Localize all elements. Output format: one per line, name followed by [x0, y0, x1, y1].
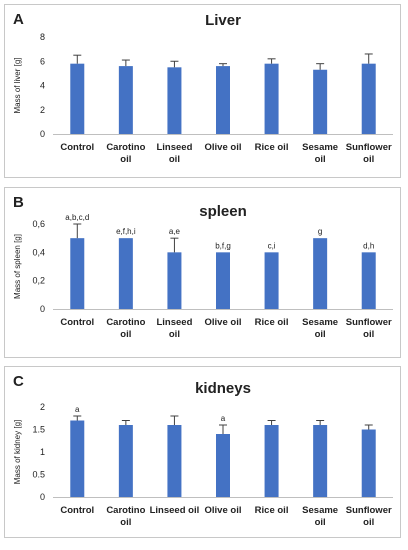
x-tick-label: Linseed [156, 317, 192, 328]
bar-liver-4 [264, 63, 279, 134]
significance-label: e,f,h,i [116, 227, 136, 236]
significance-label: a,e [169, 227, 181, 236]
y-tick-label: 1.5 [32, 425, 45, 435]
x-tick-label: Linseed oil [150, 505, 200, 516]
x-tick-label: oil [120, 154, 131, 165]
x-tick-label: Rice oil [255, 505, 289, 516]
x-tick-label: Rice oil [255, 142, 289, 153]
significance-label: a [221, 414, 226, 423]
x-tick-label: oil [315, 154, 326, 165]
significance-label: a,b,c,d [65, 213, 89, 222]
bar-spleen-1 [118, 238, 133, 309]
bar-spleen-4 [264, 252, 279, 309]
bar-liver-3 [216, 66, 230, 134]
bar-kidneys-0 [70, 420, 85, 497]
bar-kidneys-1 [118, 425, 133, 497]
x-tick-label: oil [169, 154, 180, 165]
x-tick-label: Sesame [302, 317, 338, 328]
y-tick-label: 0.5 [32, 470, 45, 480]
bar-spleen-6 [361, 252, 376, 309]
y-tick-label: 0,6 [32, 219, 45, 229]
x-tick-label: Linseed [156, 142, 192, 153]
y-axis-label: Mass of kidney [g] [13, 420, 22, 484]
significance-label: a [75, 405, 80, 414]
x-tick-label: oil [120, 517, 131, 528]
x-tick-label: Control [60, 505, 94, 516]
x-tick-label: oil [363, 517, 374, 528]
liver-chart: A Liver Mass of liver [g] 0 2 4 6 8 Control Carot… [13, 11, 393, 165]
x-tick-label: Olive oil [205, 505, 242, 516]
bar-spleen-0 [70, 238, 85, 309]
x-tick-label: Sesame [302, 505, 338, 516]
y-tick-label: 2 [40, 402, 45, 412]
x-tick-label: Sunflower [346, 142, 392, 153]
x-tick-label: oil [169, 329, 180, 340]
y-tick-label: 0 [40, 492, 45, 502]
chart-title: kidneys [195, 380, 251, 397]
x-tick-label: oil [315, 329, 326, 340]
x-tick-label: Carotino [106, 142, 145, 153]
panel-letter: A [13, 11, 24, 28]
x-tick-label: Carotino [106, 505, 145, 516]
y-tick-label: 2 [40, 105, 45, 115]
x-tick-label: Olive oil [205, 142, 242, 153]
y-tick-label: 8 [40, 32, 45, 42]
y-tick-label: 0 [40, 304, 45, 314]
significance-label: c,i [268, 241, 276, 250]
y-tick-label: 6 [40, 56, 45, 66]
panel-letter: C [13, 373, 24, 390]
significance-label: b,f,g [215, 241, 231, 250]
x-tick-label: oil [120, 329, 131, 340]
x-tick-label: Sunflower [346, 505, 392, 516]
y-tick-label: 0,4 [32, 247, 45, 257]
bar-spleen-5 [313, 238, 328, 309]
x-tick-label: Olive oil [205, 317, 242, 328]
bar-spleen-3 [216, 252, 230, 309]
panel-letter: B [13, 194, 24, 211]
x-tick-label: Sunflower [346, 317, 392, 328]
x-tick-label: Control [60, 142, 94, 153]
bar-spleen-2 [167, 252, 182, 309]
y-tick-label: 4 [40, 81, 45, 91]
chart-panel-liver: A Liver Mass of liver [g] 0 2 4 6 8 Control Carot… [4, 4, 401, 178]
y-tick-label: 0 [40, 129, 45, 139]
y-axis-label: Mass of spleen [g] [13, 234, 22, 299]
chart-title: Liver [205, 12, 241, 29]
bar-kidneys-3 [216, 434, 230, 497]
bar-kidneys-4 [264, 425, 279, 497]
y-tick-label: 1 [40, 447, 45, 457]
bar-liver-2 [167, 67, 182, 134]
bar-kidneys-5 [313, 425, 328, 497]
x-tick-label: Sesame [302, 142, 338, 153]
y-tick-label: 0,2 [32, 276, 45, 286]
bar-kidneys-2 [167, 425, 182, 497]
significance-label: d,h [363, 241, 374, 250]
chart-title: spleen [199, 203, 247, 220]
x-tick-label: oil [363, 154, 374, 165]
bar-kidneys-6 [361, 429, 376, 497]
bar-liver-6 [361, 63, 376, 134]
x-tick-label: Control [60, 317, 94, 328]
significance-label: g [318, 227, 322, 236]
y-axis-label: Mass of liver [g] [13, 57, 22, 113]
bar-liver-5 [313, 69, 328, 134]
x-tick-label: oil [315, 517, 326, 528]
x-tick-label: oil [363, 329, 374, 340]
x-tick-label: Carotino [106, 317, 145, 328]
bar-liver-0 [70, 63, 85, 134]
x-tick-label: Rice oil [255, 317, 289, 328]
bar-liver-1 [118, 66, 133, 134]
